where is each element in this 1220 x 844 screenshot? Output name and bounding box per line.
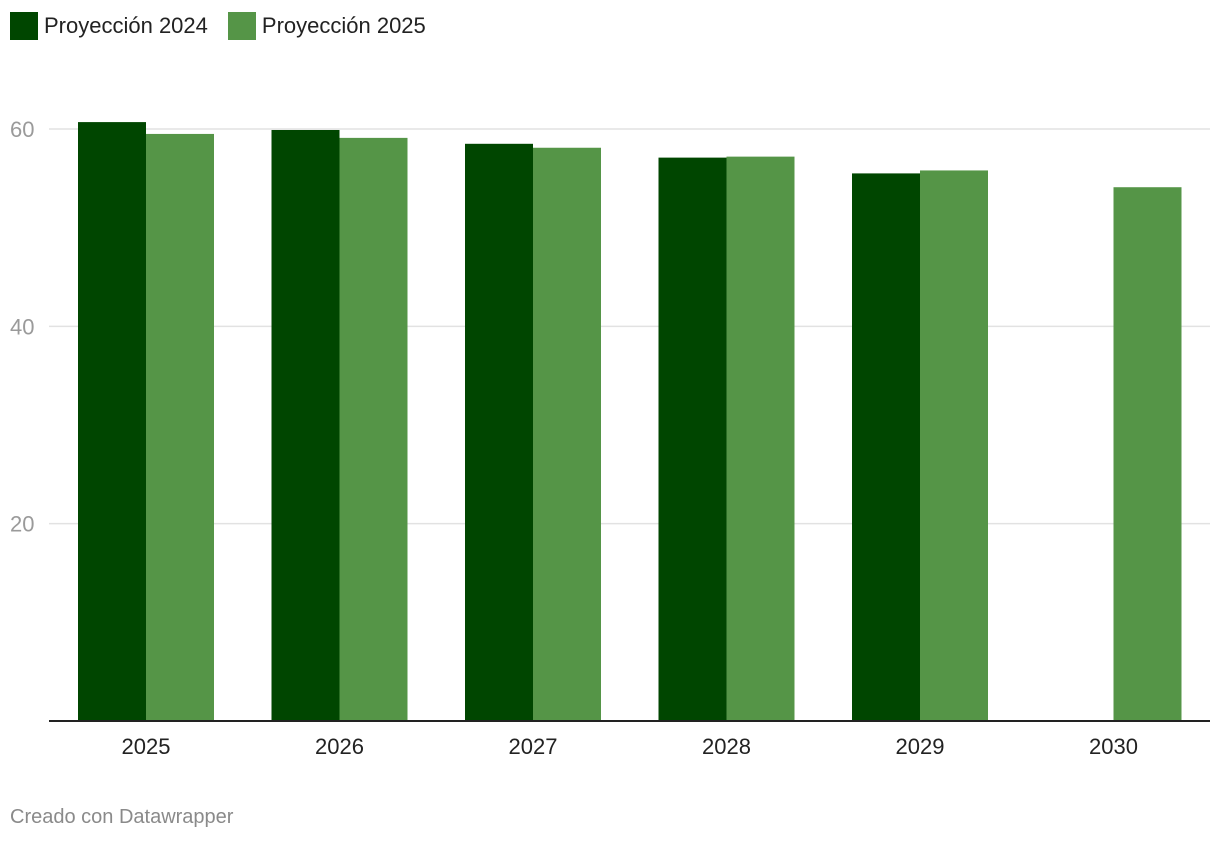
bar-proyección-2025-2029 [920,170,988,721]
x-tick-label-2026: 2026 [315,734,364,759]
bar-proyección-2024-2027 [465,143,533,722]
legend-label-proyeccion-2025: Proyección 2025 [261,13,426,38]
x-tick-label-2027: 2027 [509,734,558,759]
legend-item-proyeccion-2024: Proyección 2024 [10,12,208,40]
bar-proyección-2024-2025 [78,122,146,722]
y-tick-label-40: 40 [10,314,34,339]
bar-proyección-2025-2030 [1113,187,1182,722]
legend-label-proyeccion-2024: Proyección 2024 [44,13,208,38]
bar-proyección-2024-2026 [271,129,340,721]
legend-swatch-proyeccion-2024 [10,12,38,40]
bar-proyección-2024-2029 [852,173,920,721]
x-tick-label-2025: 2025 [122,734,171,759]
legend-swatch-proyeccion-2025 [227,12,256,40]
y-tick-label-60: 60 [10,117,34,142]
bar-proyección-2025-2026 [339,137,408,721]
bar-proyección-2025-2027 [533,147,601,721]
chart-credit: Creado con Datawrapper [10,806,234,828]
x-tick-label-2030: 2030 [1089,734,1138,759]
bar-proyección-2025-2025 [146,133,214,721]
chart-legend: Proyección 2024 Proyección 2025 [10,12,446,40]
x-tick-label-2028: 2028 [702,734,751,759]
legend-item-proyeccion-2025: Proyección 2025 [227,12,426,40]
x-tick-label-2029: 2029 [896,734,945,759]
bar-proyección-2025-2028 [726,156,795,722]
y-tick-label-20: 20 [10,512,34,537]
bar-proyección-2024-2028 [658,157,727,721]
